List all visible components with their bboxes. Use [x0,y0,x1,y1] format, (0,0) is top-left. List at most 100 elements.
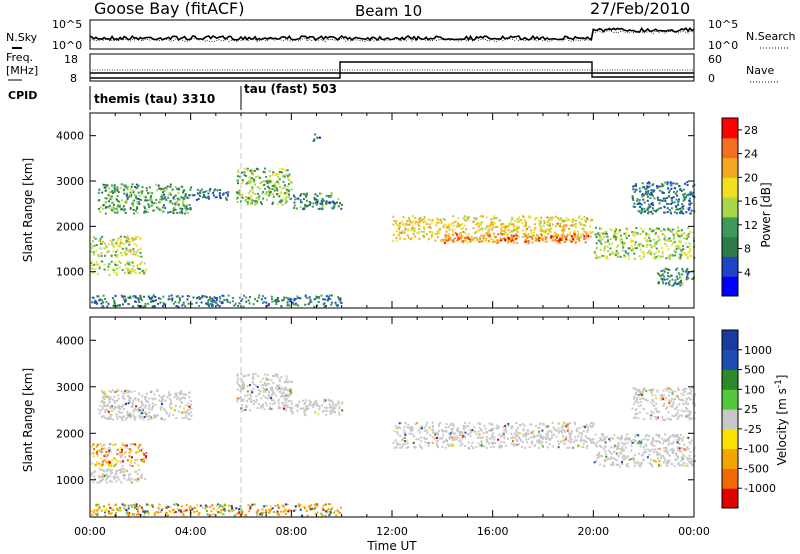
echo-cell [674,458,677,461]
echo-cell [523,424,526,427]
power-colorbar-step [722,216,738,238]
echo-cell [405,446,408,449]
echo-cell [129,241,131,244]
echo-cell [515,443,518,446]
echo-cell [290,400,293,403]
echo-cell [91,452,94,455]
echo-cell [144,510,147,513]
echo-cell [650,464,653,467]
echo-cell [145,411,147,414]
echo-cell [415,438,418,441]
echo-cell [284,508,287,511]
echo-cell [685,237,688,240]
echo-cell [334,403,337,406]
echo-cell [448,436,451,439]
echo-cell [635,232,638,235]
echo-cell [118,506,121,509]
echo-cell [130,480,132,483]
echo-cell [141,508,144,511]
echo-cell [119,186,122,189]
echo-cell [251,391,254,394]
echo-cell [491,241,494,243]
echo-cell [107,194,110,197]
echo-cell [537,235,540,238]
echo-cell [254,179,257,182]
echo-cell [301,514,304,517]
echo-cell [686,268,689,271]
echo-cell [522,428,525,431]
echo-cell [217,511,220,514]
y-tick-label: 1000 [56,474,84,487]
echo-cell [309,298,312,301]
echo-cell [209,298,212,301]
echo-cell [262,405,265,408]
echo-cell [190,411,193,414]
echo-cell [640,441,643,444]
echo-cell [664,229,667,231]
echo-cell [675,208,678,211]
echo-cell [675,231,678,234]
echo-cell [561,424,564,427]
echo-cell [330,411,333,414]
echo-cell [440,437,443,440]
echo-cell [467,447,470,450]
echo-cell [121,206,124,209]
echo-cell [449,424,452,426]
echo-cell [680,206,683,209]
echo-cell [577,235,579,238]
echo-cell [514,233,517,236]
echo-cell [621,240,624,243]
echo-cell [130,416,133,419]
echo-cell [127,238,130,241]
echo-cell [329,410,331,413]
echo-cell [653,451,656,453]
echo-cell [678,211,681,214]
echo-cell [323,398,325,401]
echo-cell [242,387,245,389]
y-tick-label: 3000 [56,175,84,188]
echo-cell [433,437,436,440]
echo-cell [159,301,162,304]
echo-cell [248,373,251,376]
echo-cell [93,474,96,477]
echo-cell [121,448,123,451]
echo-cell [526,429,529,432]
echo-cell [566,429,569,432]
echo-cell [650,442,653,445]
echo-cell [132,265,135,268]
echo-cell [411,224,414,227]
echo-cell [206,196,209,199]
echo-cell [500,226,503,229]
echo-cell [459,444,462,447]
echo-cell [313,197,316,200]
echo-cell [407,446,410,448]
echo-cell [570,430,573,432]
echo-cell [666,386,669,389]
echo-cell [172,508,175,511]
echo-cell [141,474,144,476]
echo-cell [90,509,93,512]
echo-cell [303,411,306,414]
echo-cell [125,249,128,252]
echo-cell [116,475,119,478]
echo-cell [126,413,129,416]
echo-cell [566,426,569,429]
echo-cell [283,175,286,178]
echo-cell [338,407,341,410]
echo-cell [665,257,668,260]
echo-cell [129,464,132,467]
echo-cell [328,403,331,406]
echo-cell [253,169,256,172]
echo-cell [676,395,679,398]
echo-cell [511,217,514,220]
echo-cell [111,508,114,511]
echo-cell [128,476,131,479]
echo-cell [98,265,101,268]
echo-cell [661,273,664,276]
echo-cell [608,449,611,452]
echo-cell [123,452,126,455]
echo-cell [200,301,203,304]
echo-cell [600,227,603,230]
echo-cell [668,387,670,390]
echo-cell [665,461,668,464]
